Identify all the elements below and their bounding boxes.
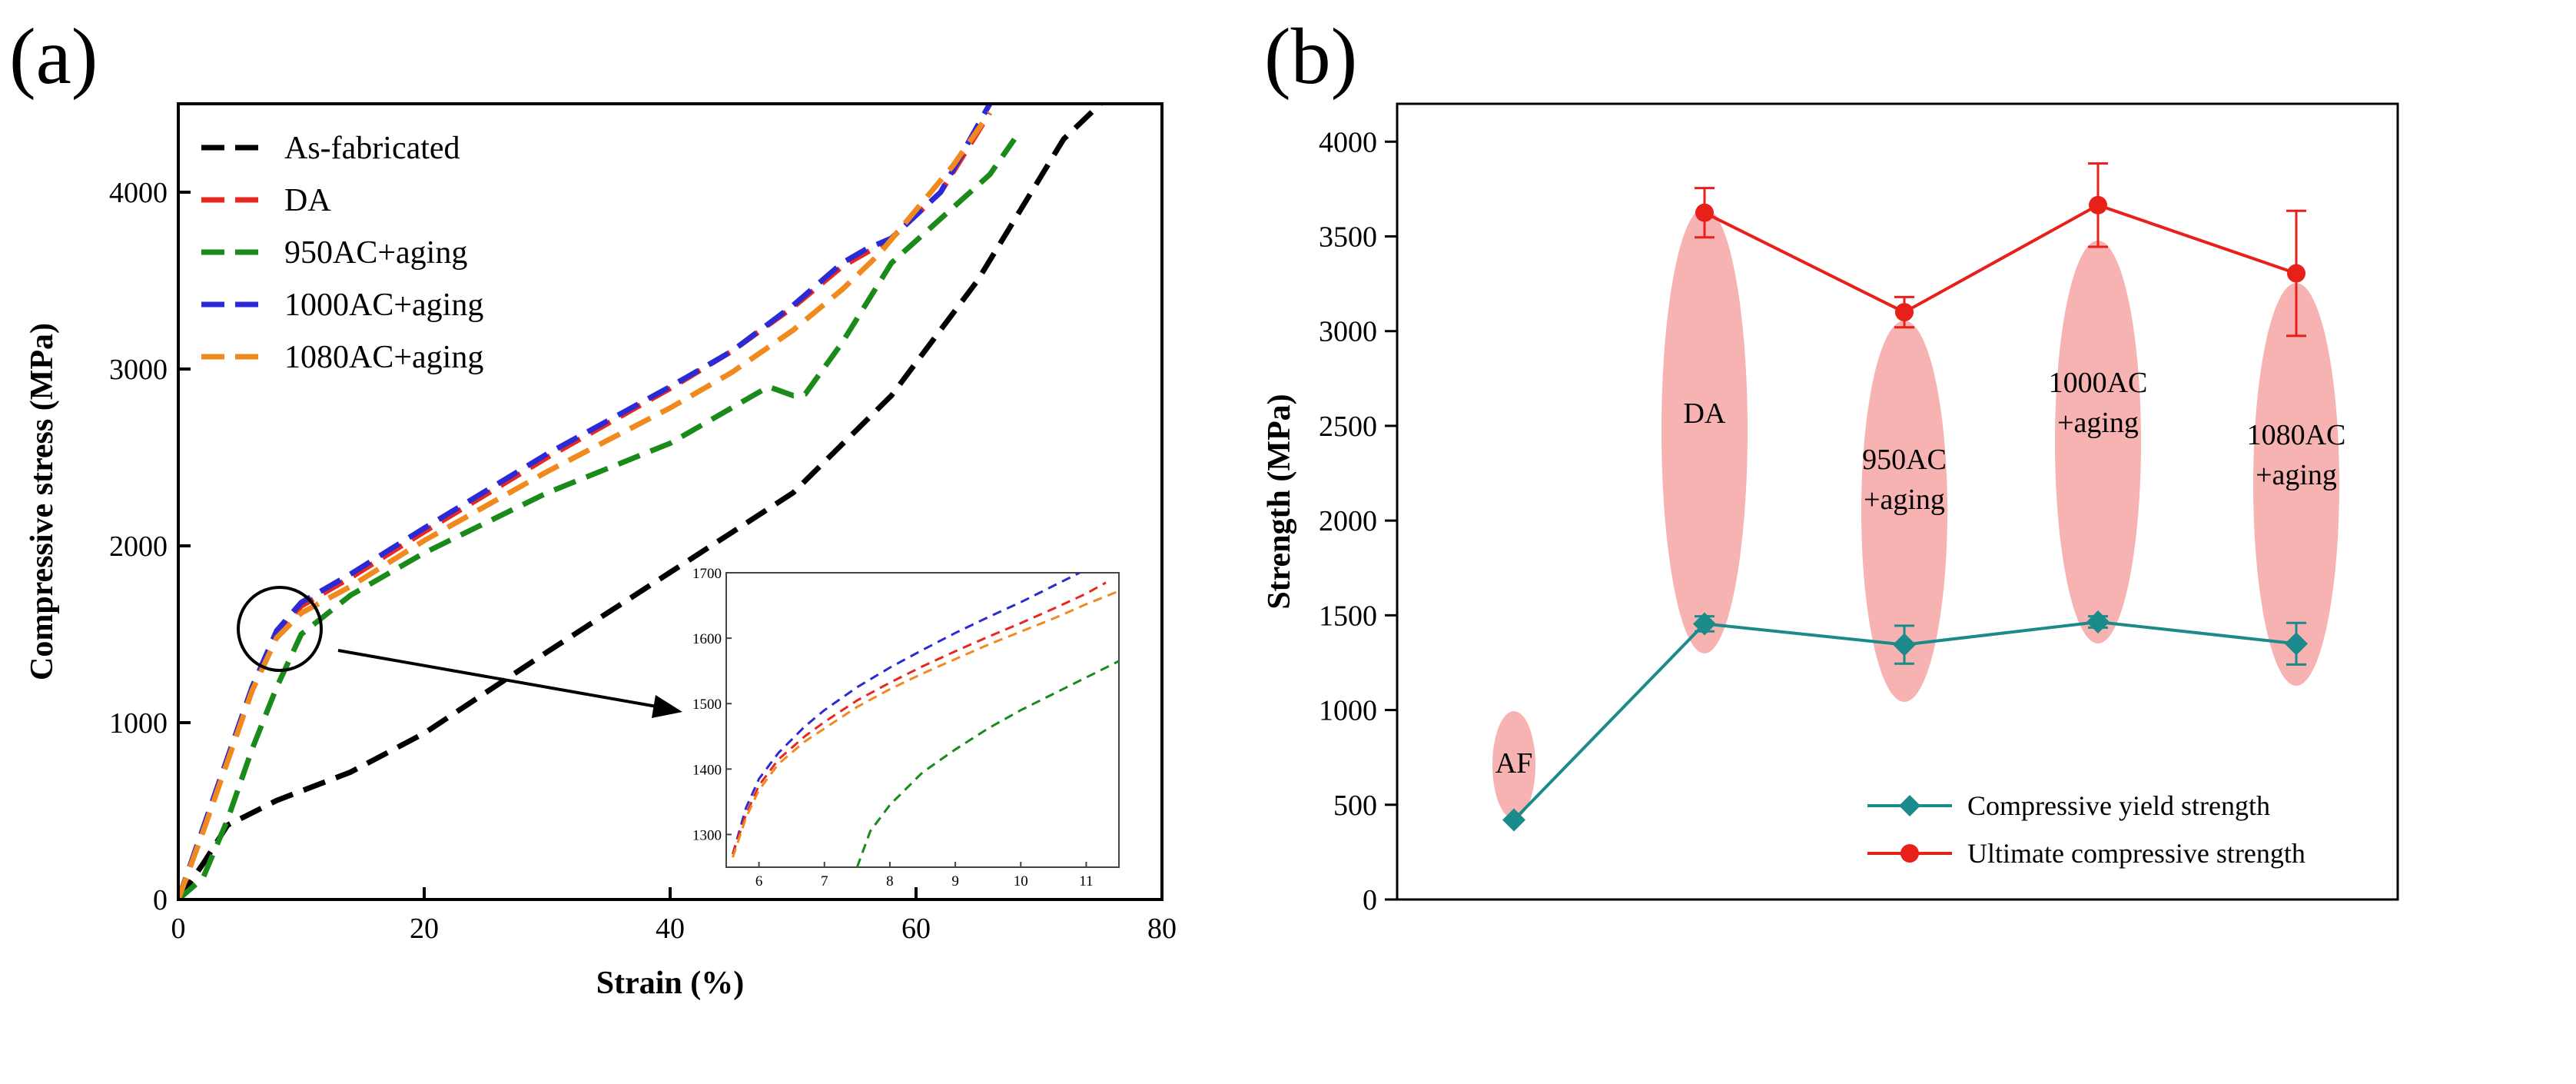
category-label-4-line-1: +aging [2256,459,2337,491]
panel-a-y-axis-title: Compressive stress (MPa) [25,323,60,680]
inset-x-tick-label-3: 9 [951,873,959,889]
panel-b-legend: Compressive yield strength Ultimate compr… [1867,790,2305,869]
legend-label-3: 1000AC+aging [284,288,483,323]
b-y-tick-label-0: 0 [1363,884,1377,916]
b-y-tick-label-1: 500 [1333,790,1377,822]
zoom-arrow-shaft [337,649,662,709]
inset-series-line-3 [855,660,1119,867]
inset-x-tick-label-4: 10 [1014,873,1028,889]
inset-x-tick-label-1: 7 [821,873,828,889]
y-tick-label-0: 0 [153,884,168,916]
b-y-tick-label-5: 2500 [1319,411,1377,443]
zoom-arrow-head [652,695,682,718]
category-label-0-line-0: AF [1495,747,1533,780]
series-line-2 [178,138,1017,899]
b-y-tick-label-2: 1000 [1319,695,1377,727]
b-legend-marker-1 [1900,844,1919,863]
b-legend-label-1: Ultimate compressive strength [1967,838,2305,869]
inset-frame [725,572,1120,868]
inset-series-line-1 [732,581,1107,855]
y-tick-label-4: 4000 [109,177,168,209]
category-label-2-line-1: +aging [1864,484,1945,516]
b-point-0-1 [1693,612,1716,636]
inset-y-tick-label-3: 1600 [692,631,722,647]
b-legend-marker-0 [1899,795,1920,816]
b-point-1-2 [1895,303,1914,322]
series-line-1 [178,111,992,899]
inset-series-group [732,573,1119,867]
b-point-1-1 [1695,203,1714,222]
category-ellipse-4 [2253,283,2339,686]
panel-b-ellipses: AF DA 950AC +aging 1000AC +aging 1080AC +aging [1492,208,2345,819]
category-label-1-line-0: DA [1684,397,1726,430]
category-ellipse-0 [1492,711,1535,819]
b-point-1-4 [2287,264,2305,283]
b-y-tick-label-4: 2000 [1319,505,1377,537]
b-point-1-3 [2089,195,2107,214]
y-tick-label-3: 3000 [109,354,168,386]
category-ellipse-2 [1861,321,1947,702]
panel-a-chart: 0 20 40 60 80 0 1000 2000 3000 4000 Strain (%) Co… [25,102,1177,1001]
x-tick-label-1: 20 [410,913,439,945]
category-ellipse-1 [1661,208,1748,653]
panel-b-plot-frame [1396,102,2399,901]
category-label-4-line-0: 1080AC [2247,419,2346,451]
x-tick-label-3: 60 [901,913,931,945]
b-y-tick-label-3: 1500 [1319,600,1377,632]
b-point-0-0 [1502,808,1525,832]
y-tick-label-1: 1000 [109,707,168,740]
x-tick-label-2: 40 [656,913,685,945]
b-legend-label-0: Compressive yield strength [1967,790,2270,821]
category-label-3-line-0: 1000AC [2049,367,2148,399]
inset-series-line-2 [732,590,1119,858]
b-y-tick-label-6: 3000 [1319,316,1377,348]
inset-x-tick-label-5: 11 [1079,873,1093,889]
legend-label-0: As-fabricated [284,131,460,166]
panel-a-letter: (a) [9,12,98,101]
inset-y-tick-label-0: 1300 [692,827,722,843]
panel-a-x-axis-title: Strain (%) [596,966,745,1001]
x-tick-label-4: 80 [1147,913,1177,945]
panel-a-series-group [178,104,1103,899]
inset-x-tick-label-2: 8 [886,873,894,889]
inset-series-line-0 [732,573,1081,855]
panel-a-inset-chart: 6 7 8 9 10 11 1300 1400 1500 1600 1700 [692,566,1120,889]
inset-y-tick-label-2: 1500 [692,697,722,713]
panel-b-letter: (b) [1264,12,1357,101]
category-label-2-line-0: 950AC [1862,444,1947,476]
inset-y-tick-label-1: 1400 [692,762,722,778]
b-y-tick-label-8: 4000 [1319,126,1377,158]
panel-a-legend: As-fabricated DA 950AC+aging 1000AC+aging 10… [201,131,483,375]
panel-b-ticks: 0 500 1000 1500 2000 2500 3000 3500 4000 [1319,126,1397,916]
panel-b-series-group [1502,162,2308,832]
legend-label-2: 950AC+aging [284,235,467,271]
b-y-tick-label-7: 3500 [1319,221,1377,254]
panel-b-y-axis-title: Strength (MPa) [1262,394,1297,609]
legend-label-4: 1080AC+aging [284,340,483,375]
zoom-region-circle [237,586,323,672]
category-label-3-line-1: +aging [2057,407,2139,439]
category-ellipse-3 [2055,241,2141,643]
b-point-0-2 [1893,633,1916,657]
panel-a-ticks: 0 20 40 60 80 0 1000 2000 3000 4000 [109,177,1177,945]
zoom-arrow [337,649,682,718]
y-tick-label-2: 2000 [109,530,168,563]
inset-x-tick-label-0: 6 [755,873,763,889]
series-line-4 [178,111,992,899]
inset-y-tick-label-4: 1700 [692,566,722,582]
b-point-0-3 [2086,610,2110,633]
x-tick-label-0: 0 [171,913,186,945]
b-point-0-4 [2285,632,2308,656]
legend-label-1: DA [284,183,331,218]
b-series-line-1 [1704,203,2297,314]
